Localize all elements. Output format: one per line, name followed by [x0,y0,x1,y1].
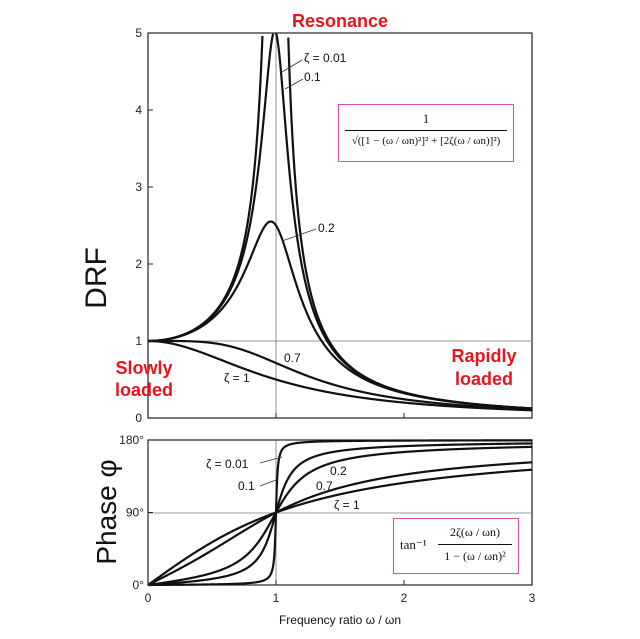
xtick-label-2: 2 [401,591,408,605]
drf-plot-frame [147,32,533,419]
drf-label-zeta-001: ζ = 0.01 [304,51,347,65]
x-axis-label: Frequency ratio ω / ωn [279,613,401,627]
phase-series-2 [147,445,533,587]
xtick-label-3: 3 [529,591,536,605]
phase-formula-numerator: 2ζ(ω / ωn) [449,525,501,539]
drf-ytick-label-1: 1 [135,334,142,348]
drf-series-2 [148,220,533,410]
drf-ytick-label-0: 0 [135,411,142,425]
x-ticks: 0 1 2 3 [145,413,536,605]
phase-y-axis-label: Phase φ [91,459,122,564]
phase-ytick-label-2: 180° [119,433,144,447]
rapidly-loaded-line1: Rapidly [451,346,516,366]
phase-series-0 [148,439,532,587]
phase-series-4 [147,468,533,586]
xtick-label-1: 1 [273,591,280,605]
phase-formula-prefix: tan⁻¹ [400,537,427,552]
drf-label-zeta-01: 0.1 [304,70,321,84]
phase-series-3 [147,461,533,586]
phase-label-zeta-07: 0.7 [316,479,333,493]
drf-ytick-label-2: 2 [135,257,142,271]
drf-y-ticks: 0 1 2 3 4 5 [135,26,153,425]
phase-series-1 [147,442,532,587]
drf-y-axis-label: DRF [80,247,113,309]
phase-curves [147,439,533,587]
drf-ytick-label-5: 5 [135,26,142,40]
rapidly-loaded-line2: loaded [455,369,513,389]
drf-formula-numerator: 1 [422,111,430,126]
phase-formula-denominator: 1 − (ω / ωn)² [444,549,506,563]
drf-formula-denominator: √([1 − (ω / ωn)²]² + [2ζ(ω / ωn)]²) [351,135,501,147]
drf-series-4 [148,339,533,412]
drf-label-zeta-1: ζ = 1 [224,371,250,385]
phase-y-ticks: 0° 90° 180° [119,433,153,592]
phase-formula-box: tan⁻¹ 2ζ(ω / ωn) 1 − (ω / ωn)² [393,518,519,574]
drf-title: Resonance [292,11,388,31]
phase-ytick-label-0: 0° [133,578,145,592]
phase-ytick-label-1: 90° [126,506,144,520]
slowly-loaded-line1: Slowly [115,358,172,378]
drf-label-zeta-02: 0.2 [318,221,335,235]
slowly-loaded-line2: loaded [115,380,173,400]
xtick-label-0: 0 [145,591,152,605]
phase-label-zeta-01: 0.1 [238,479,255,493]
drf-label-zeta-07: 0.7 [284,351,301,365]
drf-formula-box: 1 √([1 − (ω / ωn)²]² + [2ζ(ω / ωn)]²) [338,104,514,162]
drf-ytick-label-4: 4 [135,103,142,117]
drf-ytick-label-3: 3 [135,180,142,194]
phase-label-zeta-02: 0.2 [330,464,347,478]
drf-series-3 [148,339,533,411]
drf-curves [148,32,533,412]
phase-label-zeta-001: ζ = 0.01 [206,457,249,471]
phase-label-zeta-1: ζ = 1 [334,498,360,512]
